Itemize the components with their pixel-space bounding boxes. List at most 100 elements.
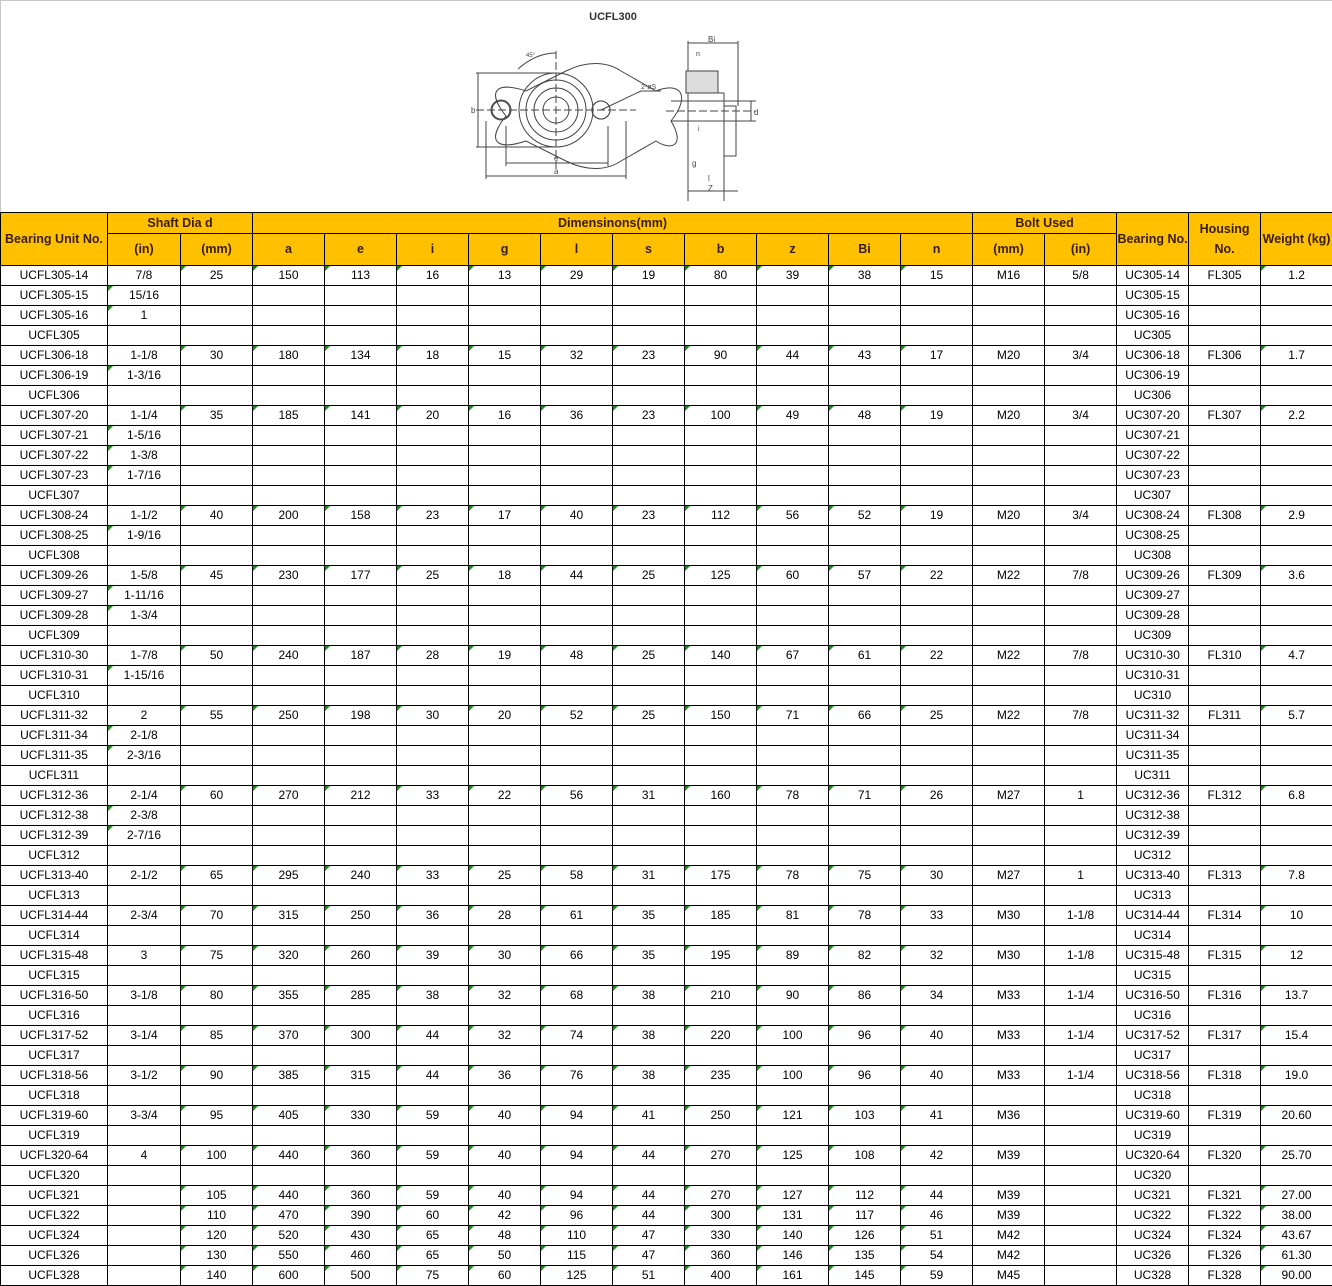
table-cell [469, 766, 541, 786]
table-cell: 2.2 [1261, 406, 1332, 426]
table-cell: 30 [901, 866, 973, 886]
table-cell [108, 1046, 181, 1066]
table-cell [325, 1046, 397, 1066]
table-cell [901, 826, 973, 846]
table-cell [685, 586, 757, 606]
table-cell: 36 [397, 906, 469, 926]
table-cell [469, 886, 541, 906]
table-cell: 360 [325, 1186, 397, 1206]
table-cell [901, 486, 973, 506]
table-cell: UCFL315-48 [1, 946, 108, 966]
table-cell: 110 [181, 1206, 253, 1226]
table-cell [541, 286, 613, 306]
table-cell: 60 [757, 566, 829, 586]
table-cell: M20 [973, 406, 1045, 426]
table-cell [1261, 886, 1332, 906]
table-cell: 212 [325, 786, 397, 806]
table-cell: 355 [253, 986, 325, 1006]
table-cell [181, 806, 253, 826]
table-cell: 7/8 [108, 266, 181, 286]
table-cell [901, 386, 973, 406]
table-cell: 300 [685, 1206, 757, 1226]
table-cell [541, 1126, 613, 1146]
table-cell: UCFL306-18 [1, 346, 108, 366]
table-cell [613, 1126, 685, 1146]
table-cell: 31 [613, 786, 685, 806]
table-cell: UC309-26 [1117, 566, 1189, 586]
table-cell [541, 766, 613, 786]
table-cell: 13.7 [1261, 986, 1332, 1006]
table-cell: 134 [325, 346, 397, 366]
table-cell: UCFL307 [1, 486, 108, 506]
table-cell [613, 606, 685, 626]
table-cell: 65 [397, 1226, 469, 1246]
header-bearing-no: Bearing No. [1117, 213, 1189, 266]
table-cell [613, 286, 685, 306]
table-cell: 470 [253, 1206, 325, 1226]
table-cell [613, 326, 685, 346]
table-cell [757, 626, 829, 646]
table-cell [541, 746, 613, 766]
table-cell: FL307 [1189, 406, 1261, 426]
table-cell: 240 [325, 866, 397, 886]
table-cell [1189, 386, 1261, 406]
table-cell [613, 886, 685, 906]
table-cell: 520 [253, 1226, 325, 1246]
table-cell: M39 [973, 1146, 1045, 1166]
table-cell [325, 366, 397, 386]
table-cell [1045, 426, 1117, 446]
table-cell: 36 [541, 406, 613, 426]
table-cell: UCFL317-52 [1, 1026, 108, 1046]
table-cell: 78 [829, 906, 901, 926]
table-cell [541, 926, 613, 946]
table-cell [973, 526, 1045, 546]
table-cell [613, 926, 685, 946]
table-cell: 25 [901, 706, 973, 726]
table-cell: 2-3/8 [108, 806, 181, 826]
table-cell [397, 806, 469, 826]
table-cell: 81 [757, 906, 829, 926]
table-cell [469, 806, 541, 826]
table-cell [1261, 686, 1332, 706]
table-cell: UC314 [1117, 926, 1189, 946]
table-cell: 57 [829, 566, 901, 586]
table-cell: 146 [757, 1246, 829, 1266]
table-cell [1045, 606, 1117, 626]
table-cell: UC316 [1117, 1006, 1189, 1026]
table-cell: 198 [325, 706, 397, 726]
table-cell [541, 686, 613, 706]
table-cell [1261, 326, 1332, 346]
table-cell [1045, 1226, 1117, 1246]
table-cell [469, 606, 541, 626]
table-cell: UCFL305-14 [1, 266, 108, 286]
table-cell: M39 [973, 1206, 1045, 1226]
table-cell: 3-3/4 [108, 1106, 181, 1126]
table-cell: 150 [685, 706, 757, 726]
table-cell: M22 [973, 566, 1045, 586]
table-cell [1189, 686, 1261, 706]
table-cell [613, 626, 685, 646]
table-cell [253, 326, 325, 346]
table-cell: 210 [685, 986, 757, 1006]
table-cell [1045, 806, 1117, 826]
table-cell: 112 [685, 506, 757, 526]
table-cell [1189, 606, 1261, 626]
table-cell: UCFL315 [1, 966, 108, 986]
table-cell: 96 [829, 1066, 901, 1086]
table-cell: M22 [973, 706, 1045, 726]
table-cell: 42 [901, 1146, 973, 1166]
table-cell [685, 726, 757, 746]
table-cell [397, 1166, 469, 1186]
table-cell [973, 606, 1045, 626]
table-cell: 25 [613, 566, 685, 586]
table-cell [181, 526, 253, 546]
table-cell: M33 [973, 1026, 1045, 1046]
table-cell [253, 766, 325, 786]
table-cell [397, 1006, 469, 1026]
table-cell: M27 [973, 866, 1045, 886]
